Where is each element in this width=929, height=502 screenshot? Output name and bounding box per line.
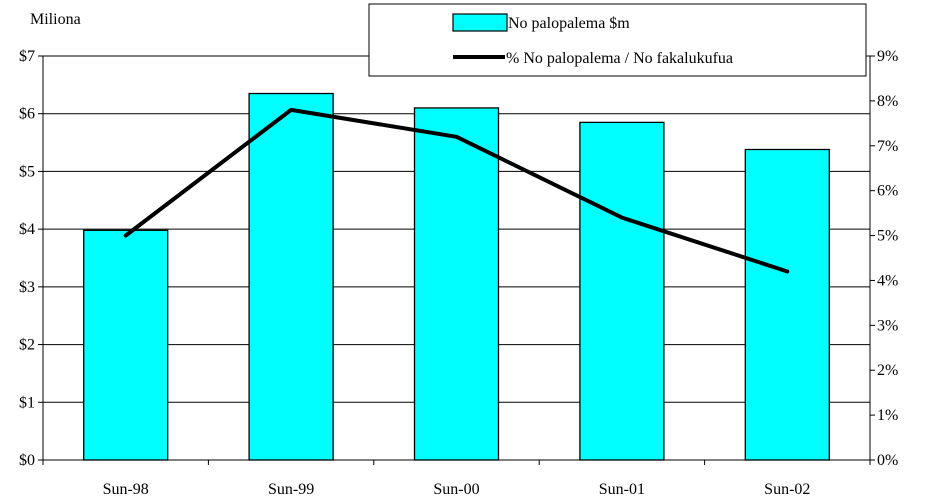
bar [579, 121, 665, 461]
bar-series [83, 92, 830, 461]
x-tick-label: Sun-01 [599, 481, 645, 498]
legend: No palopalema $m % No palopalema / No fa… [368, 3, 867, 77]
right-tick-label: 6% [877, 183, 898, 200]
right-tick-label: 7% [877, 138, 898, 155]
right-tick-label: 0% [877, 452, 898, 469]
right-tick-label: 4% [877, 272, 898, 289]
x-tick-label: Sun-00 [433, 481, 479, 498]
right-tick-label: 8% [877, 93, 898, 110]
axes: $0 $1 $2 $3 $4 $5 $6 $7 0% 1% 2% 3% 4% 5% 6% 7% 8% 9% Sun-… [19, 48, 898, 498]
x-tick-label: Sun-98 [103, 481, 149, 498]
left-tick-label: $1 [19, 394, 35, 411]
bar [744, 148, 830, 461]
left-tick-label: $6 [19, 106, 35, 123]
right-tick-label: 1% [877, 407, 898, 424]
bar [83, 229, 169, 461]
left-tick-label: $5 [19, 163, 35, 180]
left-tick-label: $0 [19, 452, 35, 469]
left-tick-label: $4 [19, 221, 35, 238]
legend-bar-swatch [452, 13, 508, 32]
x-tick-label: Sun-99 [268, 481, 314, 498]
left-tick-label: $3 [19, 279, 35, 296]
bar [413, 107, 500, 461]
left-tick-label: $2 [19, 337, 35, 354]
bar [248, 92, 334, 461]
line-series [123, 107, 790, 274]
legend-box [368, 3, 867, 77]
right-tick-label: 5% [877, 228, 898, 245]
legend-bar-label: No palopalema $m [508, 15, 630, 32]
left-tick-label: $7 [19, 48, 35, 65]
left-axis-unit-label: Miliona [30, 11, 81, 28]
right-tick-label: 9% [877, 48, 898, 65]
x-tick-label: Sun-02 [764, 481, 810, 498]
right-tick-label: 3% [877, 317, 898, 334]
right-tick-label: 2% [877, 362, 898, 379]
legend-line-label: % No palopalema / No fakalukufua [506, 50, 733, 67]
